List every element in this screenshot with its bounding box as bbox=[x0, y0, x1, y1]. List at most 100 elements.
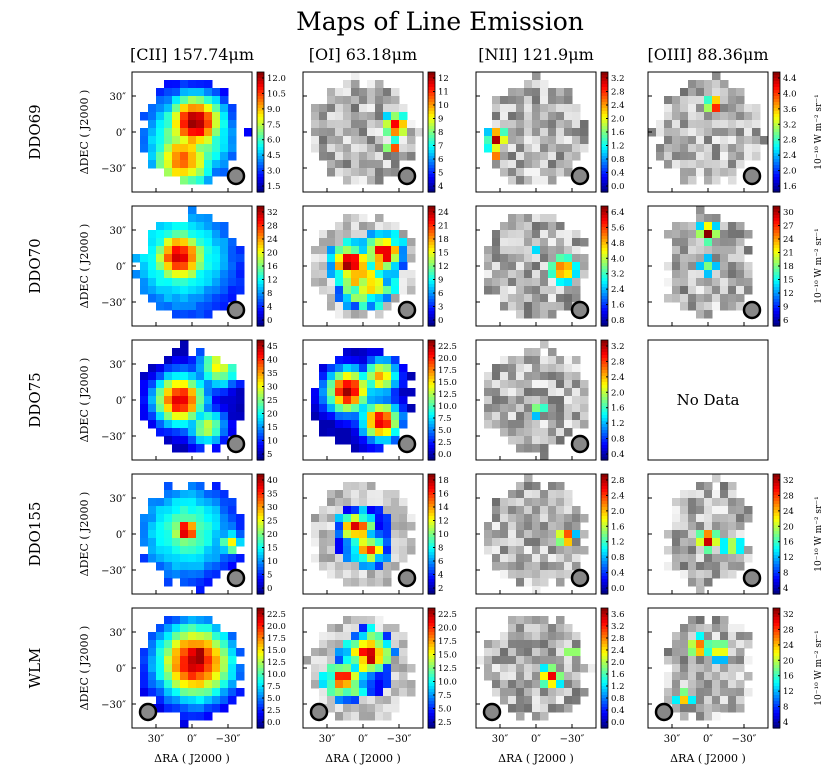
map-pixel bbox=[720, 270, 729, 279]
map-pixel bbox=[164, 522, 173, 531]
map-pixel bbox=[548, 554, 557, 563]
map-pixel bbox=[204, 712, 213, 721]
colorbar-tick-label: 1.5 bbox=[267, 182, 281, 192]
map-pixel bbox=[220, 490, 229, 499]
map-pixel bbox=[524, 680, 533, 689]
row-label: WLM bbox=[26, 648, 44, 689]
colorbar-segment bbox=[257, 314, 264, 318]
map-pixel bbox=[359, 310, 368, 319]
map-pixel bbox=[500, 412, 509, 421]
colorbar-segment bbox=[257, 477, 264, 481]
map-pixel bbox=[359, 96, 368, 105]
map-pixel bbox=[383, 712, 392, 721]
map-pixel bbox=[140, 128, 149, 137]
map-pixel bbox=[335, 514, 344, 523]
map-pixel bbox=[399, 672, 408, 681]
map-pixel bbox=[375, 530, 384, 539]
map-pixel bbox=[327, 522, 336, 531]
colorbar-segment bbox=[601, 501, 608, 505]
map-pixel bbox=[500, 554, 509, 563]
map-pixel bbox=[696, 522, 705, 531]
map-pixel bbox=[580, 530, 589, 539]
map-pixel bbox=[516, 214, 525, 223]
colorbar-tick-label: 4.8 bbox=[611, 239, 625, 249]
map-pixel bbox=[696, 680, 705, 689]
heatmap-image bbox=[484, 474, 589, 595]
map-pixel bbox=[572, 696, 581, 705]
colorbar-segment bbox=[257, 489, 264, 493]
map-pixel bbox=[196, 498, 205, 507]
colorbar-segment bbox=[257, 96, 264, 100]
map-pixel bbox=[335, 222, 344, 231]
map-pixel bbox=[391, 160, 400, 169]
map-pixel bbox=[399, 404, 408, 413]
colorbar-segment bbox=[257, 108, 264, 112]
map-pixel bbox=[212, 632, 221, 641]
map-pixel bbox=[556, 168, 565, 177]
figure-title: Maps of Line Emission bbox=[296, 7, 584, 36]
colorbar-segment bbox=[601, 361, 608, 365]
map-pixel bbox=[148, 270, 157, 279]
colorbar-segment bbox=[428, 144, 435, 148]
map-pixel bbox=[383, 160, 392, 169]
map-pixel bbox=[359, 482, 368, 491]
map-pixel bbox=[712, 522, 721, 531]
colorbar-segment bbox=[773, 537, 780, 541]
map-pixel bbox=[564, 168, 573, 177]
map-pixel bbox=[343, 514, 352, 523]
map-pixel bbox=[375, 270, 384, 279]
colorbar-segment bbox=[601, 117, 608, 121]
map-pixel bbox=[540, 380, 549, 389]
colorbar-segment bbox=[257, 388, 264, 392]
map-pixel bbox=[548, 152, 557, 161]
map-pixel bbox=[367, 680, 376, 689]
map-pixel bbox=[720, 262, 729, 271]
map-pixel bbox=[180, 420, 189, 429]
map-pixel bbox=[148, 672, 157, 681]
map-pixel bbox=[688, 506, 697, 515]
colorbar-segment bbox=[773, 227, 780, 231]
colorbar-segment bbox=[773, 186, 780, 190]
map-pixel bbox=[204, 270, 213, 279]
map-pixel bbox=[351, 404, 360, 413]
map-pixel bbox=[351, 656, 360, 665]
map-pixel bbox=[383, 506, 392, 515]
map-pixel bbox=[688, 96, 697, 105]
colorbar-segment bbox=[257, 632, 264, 636]
colorbar-segment bbox=[257, 486, 264, 490]
colorbar-segment bbox=[257, 370, 264, 374]
colorbar-tick-label: 5.0 bbox=[267, 694, 281, 704]
map-pixel bbox=[164, 120, 173, 129]
colorbar-segment bbox=[428, 403, 435, 407]
map-pixel bbox=[327, 238, 336, 247]
map-pixel bbox=[327, 246, 336, 255]
map-pixel bbox=[196, 112, 205, 121]
colorbar-tick-label: 15.0 bbox=[267, 646, 286, 656]
colorbar-segment bbox=[428, 540, 435, 544]
map-pixel bbox=[548, 570, 557, 579]
map-pixel bbox=[564, 262, 573, 271]
map-pixel bbox=[500, 278, 509, 287]
map-pixel bbox=[744, 246, 753, 255]
map-pixel bbox=[720, 514, 729, 523]
map-pixel bbox=[188, 270, 197, 279]
map-pixel bbox=[407, 538, 416, 547]
map-pixel bbox=[391, 404, 400, 413]
map-pixel bbox=[156, 246, 165, 255]
map-pixel bbox=[180, 656, 189, 665]
map-pixel bbox=[484, 254, 493, 263]
map-pixel bbox=[375, 278, 384, 287]
map-pixel bbox=[335, 396, 344, 405]
map-pixel bbox=[516, 444, 525, 453]
map-pixel bbox=[367, 482, 376, 491]
map-pixel bbox=[572, 294, 581, 303]
colorbar-segment bbox=[428, 722, 435, 726]
map-pixel bbox=[508, 144, 517, 153]
map-pixel bbox=[720, 680, 729, 689]
map-pixel bbox=[164, 578, 173, 587]
map-pixel bbox=[172, 246, 181, 255]
colorbar-segment bbox=[773, 72, 780, 76]
map-pixel bbox=[572, 632, 581, 641]
map-pixel bbox=[375, 230, 384, 239]
map-pixel bbox=[712, 672, 721, 681]
